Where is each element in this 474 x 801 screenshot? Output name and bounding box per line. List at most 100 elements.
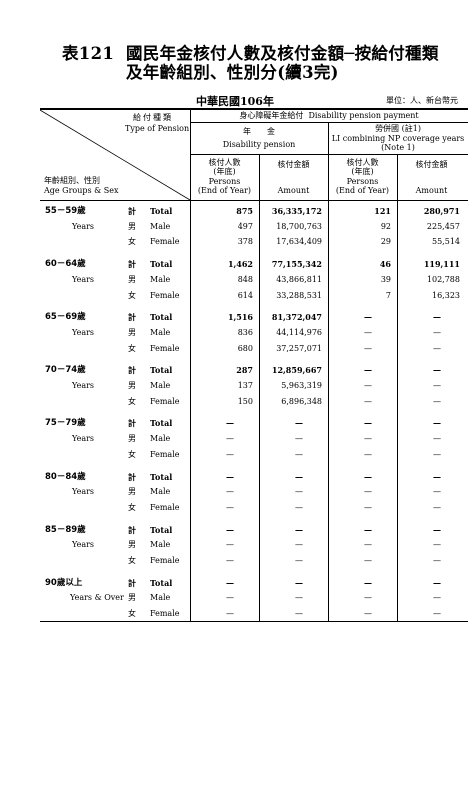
table-cell: — bbox=[295, 593, 303, 603]
sex-label-en: Male bbox=[150, 381, 171, 390]
sex-label-en: Total bbox=[150, 259, 173, 270]
age-group-unit: Years bbox=[72, 434, 95, 444]
age-group-label: 85－89歲 bbox=[45, 524, 86, 535]
table-cell: 497 bbox=[237, 221, 253, 231]
header-amount-en: Amount bbox=[415, 186, 448, 195]
table-cell: 6,896,348 bbox=[281, 396, 322, 406]
table-cell: 1,516 bbox=[227, 312, 253, 323]
table-cell: — bbox=[295, 502, 303, 512]
table-cell: — bbox=[433, 540, 441, 550]
sex-label-en: Total bbox=[150, 365, 173, 376]
table-cell: — bbox=[433, 434, 441, 444]
age-group-label: 90歲以上 bbox=[45, 577, 83, 588]
sex-label-zh: 男 bbox=[128, 434, 136, 444]
table-cell: — bbox=[433, 312, 441, 323]
table-cell: — bbox=[433, 396, 441, 406]
table-cell: — bbox=[364, 471, 372, 482]
table-cell: 36,335,172 bbox=[271, 206, 322, 216]
sex-label-zh: 男 bbox=[128, 274, 136, 284]
table-cell: — bbox=[226, 502, 234, 512]
table-cell: 77,155,342 bbox=[271, 259, 322, 270]
sex-label-zh: 計 bbox=[128, 418, 136, 429]
table-cell: 848 bbox=[237, 274, 253, 284]
sex-label-zh: 男 bbox=[128, 381, 136, 390]
table-cell: 29 bbox=[380, 237, 391, 247]
sex-label-en: Female bbox=[150, 449, 180, 459]
header-age-sex-en: Age Groups & Sex bbox=[44, 186, 119, 195]
header-disability-group: 身心障礙年金給付 Disability pension payment bbox=[190, 111, 468, 121]
sex-label-en: Total bbox=[150, 206, 173, 216]
table-cell: 287 bbox=[236, 365, 253, 376]
sex-label-en: Total bbox=[150, 418, 173, 429]
table-cell: 121 bbox=[374, 206, 391, 216]
table-cell: — bbox=[433, 471, 441, 482]
table-cell: — bbox=[433, 577, 441, 588]
table-cell: — bbox=[295, 418, 303, 429]
sex-label-en: Total bbox=[150, 524, 173, 535]
table-cell: — bbox=[226, 609, 234, 619]
sex-label-en: Total bbox=[150, 577, 173, 588]
table-cell: 17,634,409 bbox=[276, 237, 322, 247]
table-cell: — bbox=[364, 609, 372, 619]
table-cell: — bbox=[364, 556, 372, 565]
table-cell: — bbox=[433, 487, 441, 497]
sex-label-en: Male bbox=[150, 487, 171, 497]
sex-label-zh: 男 bbox=[128, 327, 136, 337]
table-cell: 280,971 bbox=[423, 206, 460, 216]
header-persons-en: Persons bbox=[208, 177, 241, 186]
table-cell: 16,323 bbox=[432, 290, 460, 300]
sex-label-zh: 女 bbox=[128, 609, 136, 619]
age-group-unit: Years bbox=[72, 540, 95, 550]
table-cell: — bbox=[364, 593, 372, 603]
header-persons-zh: 核付人數 bbox=[346, 158, 379, 167]
table-cell: — bbox=[433, 593, 441, 603]
table-cell: — bbox=[364, 487, 372, 497]
age-group-unit: Years bbox=[72, 487, 95, 497]
sex-label-en: Total bbox=[150, 471, 173, 482]
sex-label-zh: 男 bbox=[128, 593, 136, 603]
age-group-label: 65－69歲 bbox=[45, 312, 86, 323]
table-cell: — bbox=[364, 327, 372, 337]
header-disability-zh: 身心障礙年金給付 bbox=[239, 111, 304, 120]
header-disability-en: Disability pension payment bbox=[308, 111, 419, 120]
table-cell: — bbox=[226, 577, 234, 588]
sex-label-en: Male bbox=[150, 274, 171, 284]
table-cell: — bbox=[364, 381, 372, 390]
sex-label-zh: 男 bbox=[128, 221, 136, 231]
table-cell: — bbox=[226, 449, 234, 459]
table-cell: 92 bbox=[380, 221, 391, 231]
sex-label-zh: 計 bbox=[128, 471, 136, 482]
table-cell: — bbox=[433, 365, 441, 376]
sex-label-zh: 計 bbox=[128, 365, 136, 376]
table-cell: 7 bbox=[385, 290, 391, 300]
stub-divider bbox=[190, 110, 191, 621]
sex-label-en: Female bbox=[150, 609, 180, 619]
table-cell: — bbox=[226, 524, 234, 535]
stub-diagonal bbox=[40, 110, 190, 200]
table-cell: — bbox=[295, 556, 303, 565]
sex-label-zh: 女 bbox=[128, 556, 136, 565]
table-cell: 378 bbox=[237, 237, 253, 247]
age-group-unit: Years bbox=[72, 327, 95, 337]
table-cell: 119,111 bbox=[423, 259, 460, 270]
sex-label-en: Female bbox=[150, 502, 180, 512]
header-annuity-en: Disability pension bbox=[222, 140, 296, 149]
table-cell: — bbox=[433, 327, 441, 337]
col-divider-3 bbox=[397, 155, 398, 621]
header-rule-2 bbox=[190, 154, 468, 155]
table-cell: — bbox=[364, 434, 372, 444]
table-cell: — bbox=[226, 434, 234, 444]
table-cell: — bbox=[433, 502, 441, 512]
table-cell: 33,288,531 bbox=[276, 290, 322, 300]
header-pension-type-en: Type of Pension bbox=[125, 124, 190, 133]
sex-label-en: Male bbox=[150, 221, 171, 231]
title-line-2: 及年齡組別、性別分(續3完) bbox=[126, 63, 339, 82]
table-cell: 836 bbox=[237, 327, 253, 337]
table-cell: — bbox=[364, 540, 372, 550]
table-cell: — bbox=[433, 556, 441, 565]
age-group-unit: Years bbox=[72, 274, 95, 284]
table-cell: 614 bbox=[237, 290, 253, 300]
age-group-unit: Years bbox=[72, 221, 95, 231]
table-cell: — bbox=[295, 471, 303, 482]
table-cell: — bbox=[295, 540, 303, 550]
